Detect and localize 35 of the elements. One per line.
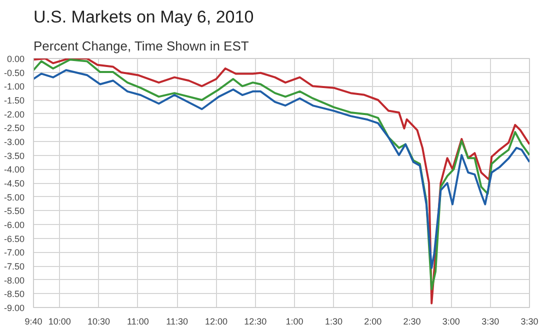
x-tick-label: 3:30 <box>520 316 538 326</box>
x-tick-label: 10:30 <box>88 316 110 326</box>
x-tick-label: 1:30 <box>324 316 342 326</box>
y-tick-label: -2.50 <box>4 123 24 134</box>
x-tick-label: 2:00 <box>364 316 382 326</box>
y-tick-label: -3.50 <box>4 150 24 161</box>
y-tick-label: -0.50 <box>4 68 24 78</box>
y-tick-label: -9.00 <box>4 303 24 313</box>
x-tick-label: 11:30 <box>166 316 188 326</box>
x-tick-label: 3:30 <box>482 316 500 326</box>
y-tick-label: -6.50 <box>4 234 24 244</box>
x-tick-label: 1:00 <box>286 316 304 326</box>
y-tick-label: -8.00 <box>4 275 24 286</box>
y-tick-label: -5.50 <box>4 206 24 216</box>
y-tick-label: -1.00 <box>4 82 24 92</box>
y-tick-label: -8.50 <box>4 289 24 300</box>
y-tick-label: -4.50 <box>4 178 24 188</box>
x-tick-label: 9:40 <box>24 316 42 326</box>
x-tick-label: 3:00 <box>442 316 460 326</box>
y-tick-label: -5.00 <box>4 192 24 202</box>
x-tick-label: 12:30 <box>244 316 267 326</box>
chart-subtitle: Percent Change, Time Shown in EST <box>34 38 249 54</box>
y-tick-label: -7.50 <box>4 262 24 272</box>
y-tick-label: 0.00 <box>6 54 25 64</box>
y-tick-label: -3.00 <box>4 137 24 147</box>
x-tick-label: 12:00 <box>204 316 228 326</box>
y-tick-label: -7.00 <box>4 248 24 258</box>
chart-title: U.S. Markets on May 6, 2010 <box>34 8 254 26</box>
x-tick-label: 11:00 <box>126 316 149 326</box>
y-tick-label: -2.00 <box>4 109 24 120</box>
x-tick-label: 2:30 <box>403 316 421 326</box>
y-tick-label: -1.50 <box>4 96 24 106</box>
y-tick-label: -4.00 <box>4 164 24 175</box>
x-tick-label: 10:00 <box>48 316 71 326</box>
y-tick-label: -6.00 <box>4 220 24 230</box>
